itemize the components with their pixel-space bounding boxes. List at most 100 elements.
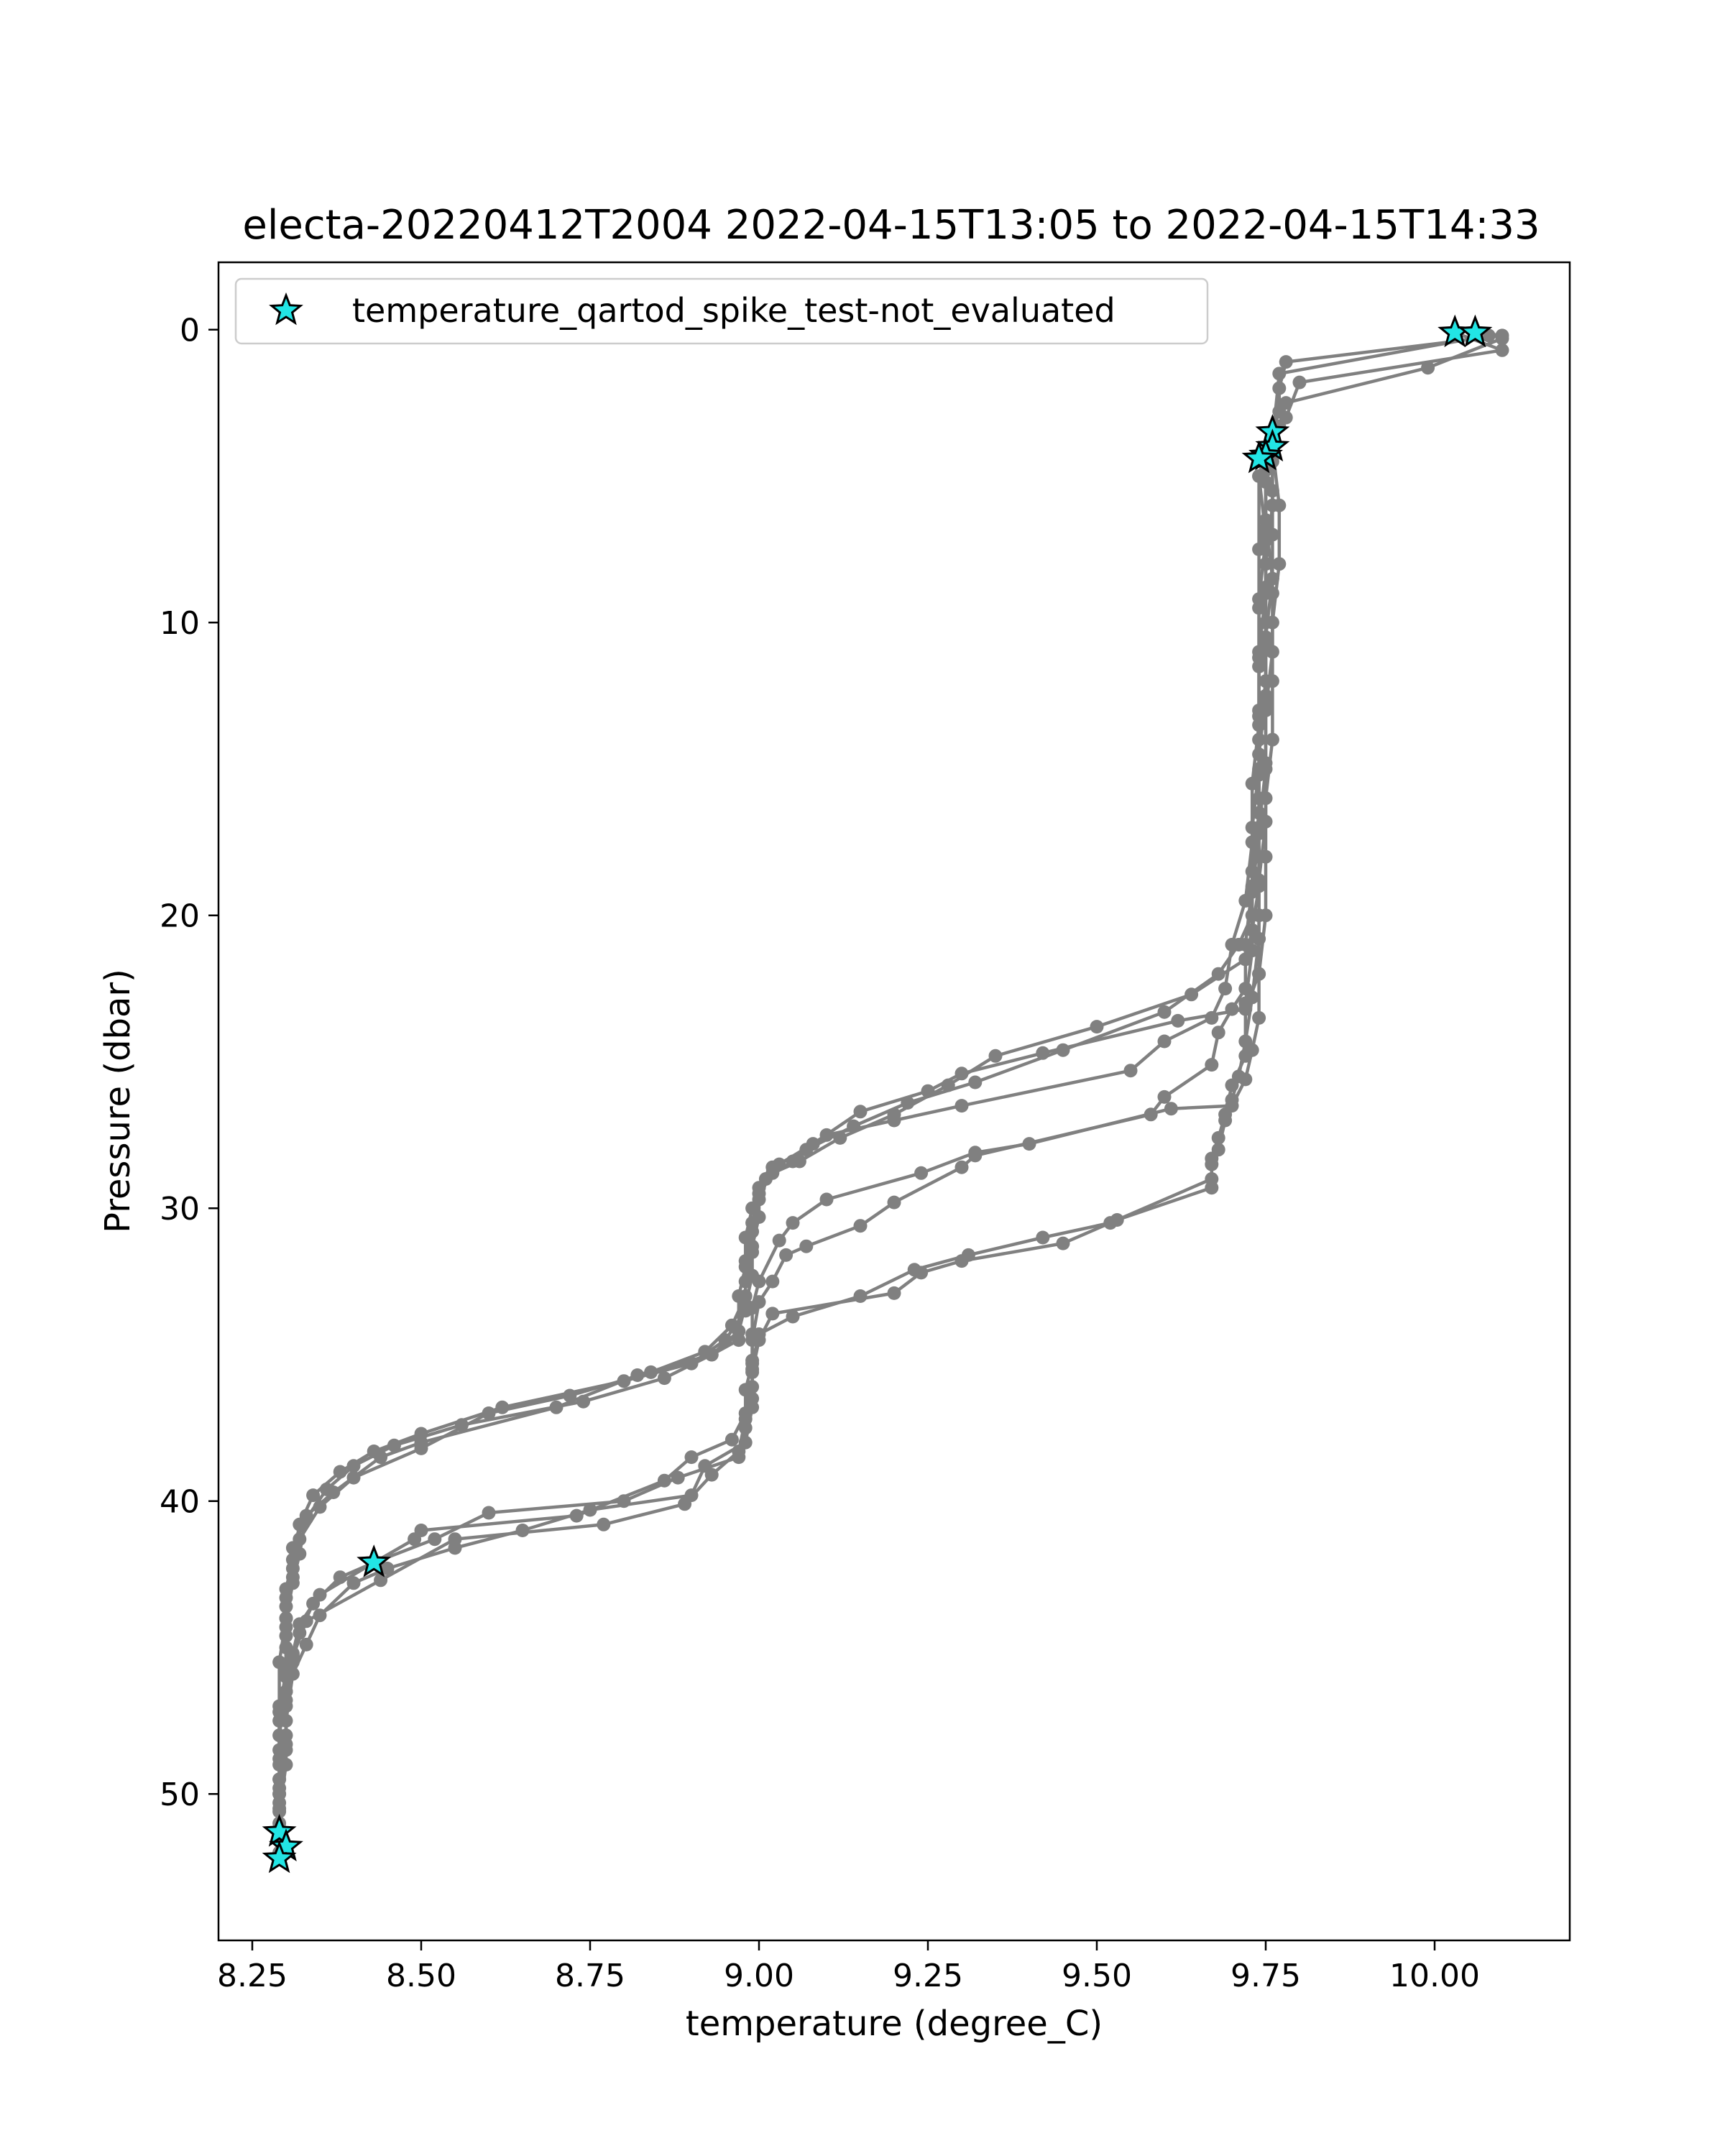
data-point <box>1205 1172 1219 1186</box>
data-point <box>1164 1102 1178 1116</box>
data-point <box>1056 1043 1070 1057</box>
data-point <box>1272 557 1287 571</box>
x-tick-label: 9.75 <box>1230 1958 1301 1994</box>
data-point <box>745 1400 760 1414</box>
data-point <box>313 1588 327 1602</box>
data-point <box>1245 885 1259 899</box>
data-point <box>1259 697 1273 711</box>
data-point <box>1218 1107 1233 1122</box>
flagged-point-star <box>1458 314 1493 348</box>
data-point <box>853 1289 868 1303</box>
y-tick-label: 10 <box>160 605 200 642</box>
data-point <box>954 1160 969 1174</box>
data-point <box>961 1248 975 1262</box>
data-point <box>1292 375 1307 390</box>
data-point <box>786 1216 800 1230</box>
data-point <box>887 1113 901 1128</box>
data-point <box>583 1503 597 1517</box>
data-point <box>772 1233 786 1248</box>
data-point <box>819 1192 834 1207</box>
data-point <box>745 1356 760 1370</box>
legend-box <box>234 277 1209 345</box>
data-point <box>657 1473 671 1488</box>
data-point <box>1252 1010 1266 1025</box>
data-point <box>732 1289 746 1303</box>
data-point <box>1238 996 1253 1010</box>
data-point <box>1252 650 1266 665</box>
data-point <box>1225 938 1239 952</box>
data-point <box>907 1263 921 1277</box>
data-point <box>549 1400 564 1414</box>
y-axis-label: Pressure (dbar) <box>98 969 138 1233</box>
series-line <box>277 469 1268 1813</box>
data-point <box>1265 732 1279 747</box>
data-point <box>684 1450 699 1465</box>
data-point <box>1211 1130 1225 1145</box>
y-tick-label: 0 <box>180 313 200 349</box>
y-tick-label: 50 <box>160 1777 200 1813</box>
plot-frame <box>217 261 1571 1942</box>
data-point <box>1279 355 1293 369</box>
data-point <box>1238 1049 1253 1063</box>
data-point <box>374 1450 388 1465</box>
y-tick-label: 30 <box>160 1191 200 1227</box>
data-point <box>1157 1034 1172 1049</box>
data-point <box>738 1383 753 1397</box>
data-point <box>272 1781 287 1795</box>
data-point <box>1211 1026 1225 1040</box>
y-tick-label: 20 <box>160 898 200 935</box>
data-point <box>299 1637 313 1651</box>
data-point <box>1495 343 1509 357</box>
data-point <box>765 1274 780 1289</box>
data-point <box>1225 1002 1239 1016</box>
data-point <box>1252 592 1266 607</box>
x-axis: 8.25 8.50 8.75 9.00 9.25 9.50 9.75 10.00 <box>217 1940 1480 1994</box>
data-point <box>968 1146 983 1160</box>
plot-area <box>217 261 1571 1942</box>
data-point <box>819 1128 834 1142</box>
data-point <box>738 1412 753 1427</box>
data-point <box>1245 944 1259 958</box>
data-point <box>279 1693 293 1708</box>
data-point <box>1056 1236 1070 1250</box>
data-point <box>1259 814 1273 829</box>
series-8 <box>272 475 1273 1836</box>
data-point <box>954 1099 969 1113</box>
data-point <box>1090 1020 1104 1034</box>
data-point <box>1252 768 1266 782</box>
data-point <box>299 1508 313 1523</box>
data-point <box>887 1195 901 1210</box>
data-point <box>1211 967 1225 981</box>
data-point <box>745 1301 760 1315</box>
data-point <box>745 1201 760 1215</box>
data-point <box>657 1371 671 1386</box>
flagged-point-star <box>262 1814 297 1847</box>
data-point <box>326 1485 341 1499</box>
data-point <box>1259 475 1273 489</box>
x-tick-label: 8.25 <box>217 1958 288 1994</box>
data-point <box>1272 367 1287 381</box>
data-point <box>1259 756 1273 770</box>
data-point <box>285 1649 300 1664</box>
data-point <box>1036 1230 1050 1245</box>
data-point <box>387 1438 401 1452</box>
data-point <box>279 1737 293 1751</box>
data-point <box>1205 1058 1219 1072</box>
data-point <box>293 1547 307 1561</box>
data-point <box>1022 1137 1036 1151</box>
data-point <box>752 1274 766 1289</box>
data-point <box>968 1075 983 1089</box>
x-tick-label: 8.75 <box>555 1958 625 1994</box>
data-point <box>786 1154 800 1169</box>
data-point <box>346 1576 361 1590</box>
data-point <box>678 1497 692 1511</box>
data-point <box>1157 1005 1172 1019</box>
data-point <box>1171 1013 1185 1028</box>
data-point <box>482 1506 496 1520</box>
flagged-points-group <box>262 314 1493 1874</box>
data-point <box>704 1348 719 1362</box>
data-point <box>738 1260 753 1274</box>
data-point <box>914 1166 929 1180</box>
legend-star-icon <box>269 292 303 326</box>
data-point <box>758 1172 773 1186</box>
